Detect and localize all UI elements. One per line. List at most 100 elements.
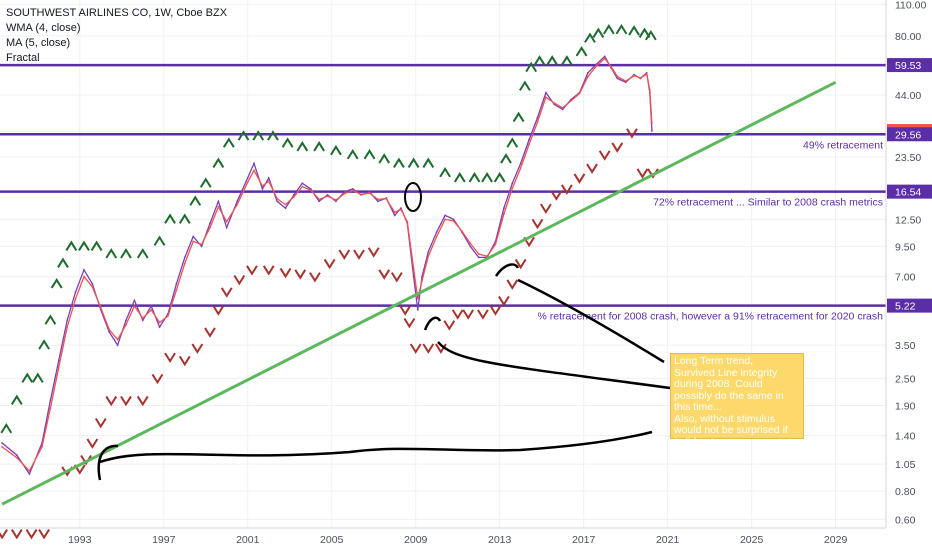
price-point bbox=[616, 77, 619, 80]
price-point bbox=[284, 207, 287, 210]
x-tick-label: 2029 bbox=[824, 534, 848, 546]
x-tick-label: 2017 bbox=[572, 534, 596, 546]
annotation-note: Long Term trend, Survived Line integrity… bbox=[670, 353, 804, 447]
fractal-up-marker bbox=[439, 166, 451, 178]
price-point bbox=[183, 262, 186, 265]
fractal-up-marker bbox=[237, 130, 250, 141]
price-point bbox=[225, 220, 228, 223]
note-line: Also, without stimulus bbox=[674, 412, 775, 425]
price-point bbox=[326, 195, 329, 198]
y-tick-label: 12.50 bbox=[895, 214, 921, 226]
price-point bbox=[83, 275, 85, 278]
fractal-down-marker bbox=[403, 317, 416, 329]
price-point bbox=[183, 256, 186, 259]
fractal-up-marker bbox=[164, 213, 176, 224]
legend-ma: MA (5, close) bbox=[6, 37, 71, 49]
price-point bbox=[651, 130, 653, 132]
fractal-down-marker bbox=[573, 173, 586, 184]
price-point bbox=[49, 407, 52, 410]
price-point bbox=[519, 162, 522, 165]
fractal-down-marker bbox=[191, 343, 204, 354]
level-label: 49% retracement bbox=[803, 139, 883, 151]
fractal-up-marker bbox=[120, 248, 132, 259]
price-point bbox=[444, 214, 446, 217]
note-line: during 2008. Could bbox=[674, 378, 763, 390]
note-line: it did not. bbox=[674, 435, 717, 448]
price-point bbox=[276, 200, 279, 203]
y-tick-label: 1.05 bbox=[895, 459, 916, 471]
price-point bbox=[49, 399, 52, 402]
price-point bbox=[412, 267, 415, 270]
price-point bbox=[175, 289, 178, 292]
price-point bbox=[586, 75, 589, 78]
fractal-up-marker bbox=[481, 172, 493, 183]
price-point bbox=[246, 181, 249, 184]
fractal-up-marker bbox=[281, 137, 294, 148]
price-point bbox=[544, 91, 547, 94]
price-point bbox=[393, 211, 396, 214]
price-point bbox=[469, 245, 472, 248]
price-point bbox=[633, 74, 635, 77]
fractal-down-marker bbox=[399, 305, 412, 316]
price-point bbox=[57, 366, 60, 369]
price-point bbox=[192, 240, 195, 243]
price-point bbox=[393, 214, 396, 217]
price-point bbox=[108, 328, 111, 331]
price-point bbox=[360, 193, 363, 196]
price-point bbox=[125, 319, 127, 322]
price-point bbox=[494, 243, 497, 246]
fractal-up-marker bbox=[422, 157, 435, 168]
price-point bbox=[15, 454, 18, 457]
fractal-down-marker bbox=[611, 142, 624, 153]
legend-wma: WMA (4, close) bbox=[6, 22, 81, 34]
price-point bbox=[253, 162, 255, 165]
price-point bbox=[343, 190, 346, 193]
price-point bbox=[158, 326, 161, 328]
note-line: possibly do the same in bbox=[674, 389, 784, 402]
price-point bbox=[57, 359, 60, 362]
fractal-down-marker bbox=[489, 305, 502, 316]
price-point bbox=[624, 80, 627, 83]
fractal-down-marker bbox=[262, 265, 275, 276]
fractal-up-marker bbox=[575, 46, 588, 57]
fractal-down-marker bbox=[178, 355, 191, 367]
fractal-up-marker bbox=[65, 240, 78, 251]
fractal-up-marker bbox=[592, 27, 605, 38]
price-point bbox=[616, 75, 619, 78]
price-point bbox=[578, 92, 581, 95]
price-point bbox=[318, 198, 321, 201]
fractal-down-marker bbox=[105, 395, 118, 407]
fractal-up-marker bbox=[252, 130, 265, 141]
fractal-up-marker bbox=[500, 153, 512, 164]
y-tick-label: 110.00 bbox=[895, 0, 926, 11]
fractal-down-marker bbox=[25, 529, 38, 540]
y-tick-label: 7.00 bbox=[895, 272, 916, 284]
price-point bbox=[28, 473, 31, 475]
price-point bbox=[502, 207, 505, 210]
fractal-up-marker bbox=[223, 137, 235, 148]
fractal-up-marker bbox=[153, 235, 166, 246]
x-tick-label: 2009 bbox=[404, 534, 428, 546]
price-point bbox=[595, 63, 598, 66]
fractal-down-marker bbox=[409, 343, 422, 354]
fractal-down-marker bbox=[561, 184, 573, 195]
price-point bbox=[253, 169, 255, 172]
x-tick-label: 2013 bbox=[488, 534, 512, 546]
fractal-up-marker bbox=[10, 394, 23, 405]
fractal-up-marker bbox=[393, 157, 405, 168]
fractal-down-marker bbox=[586, 163, 598, 174]
fractal-up-marker bbox=[199, 177, 212, 188]
price-point bbox=[108, 331, 111, 333]
price-point bbox=[400, 208, 402, 211]
price-point bbox=[261, 185, 264, 187]
fractal-down-marker bbox=[422, 343, 435, 354]
price-point bbox=[645, 73, 648, 76]
price-point bbox=[528, 138, 530, 141]
fractal-down-marker bbox=[506, 279, 519, 290]
price-point bbox=[561, 106, 564, 109]
fractal-down-marker bbox=[514, 258, 527, 270]
price-point bbox=[318, 200, 321, 203]
price-point bbox=[200, 245, 203, 248]
fractal-up-marker bbox=[628, 25, 640, 36]
